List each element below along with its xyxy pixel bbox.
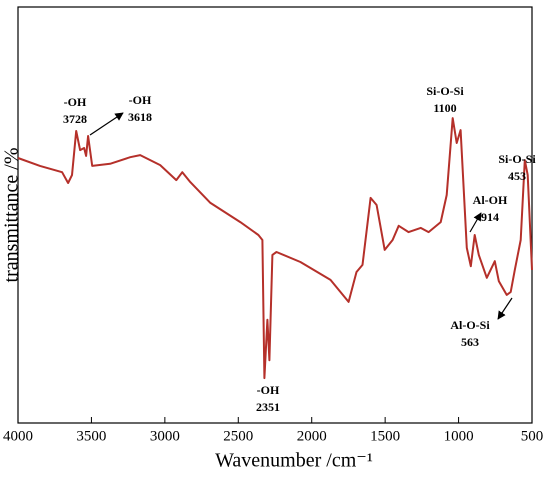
annotation-arrow [469,212,482,233]
spectrum-line [17,117,533,380]
annotation-arrow [89,112,124,136]
y-axis-label: transmittance /% [1,148,23,283]
annotation-label: Al-O-Si [450,318,490,332]
annotation-value: 1100 [433,101,456,115]
annotation-label: Si-O-Si [498,152,536,166]
x-tick-label: 2000 [297,428,327,444]
x-tick-label: 3000 [150,428,180,444]
annotation-label: Si-O-Si [426,84,464,98]
annotation-value: 3618 [128,110,152,124]
annotation-label: -OH [129,93,152,107]
x-tick-label: 1000 [444,428,474,444]
annotation-value: 2351 [256,400,280,414]
x-tick-label: 3500 [76,428,106,444]
annotation-value: 914 [481,210,499,224]
plot-frame [17,6,533,424]
x-tick-label: 4000 [3,428,33,444]
annotation-value: 3728 [63,112,87,126]
annotation-label: -OH [257,383,280,397]
annotation-arrow [497,297,513,320]
x-tick-label: 500 [521,428,544,444]
annotation-label: Al-OH [473,193,508,207]
x-tick-label: 2500 [223,428,253,444]
x-axis-label: Wavenumber /cm⁻¹ [215,450,373,472]
annotation-value: 453 [508,169,526,183]
annotation-value: 563 [461,335,479,349]
x-tick-label: 1500 [370,428,400,444]
annotation-label: -OH [64,95,87,109]
